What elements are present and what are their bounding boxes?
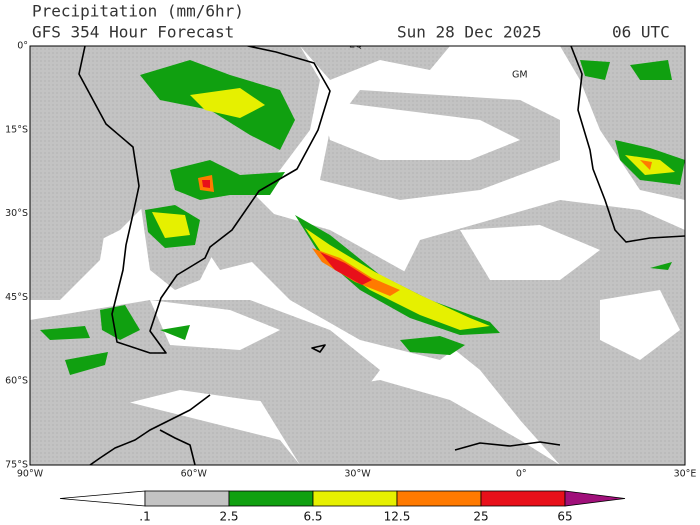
dry-areas	[150, 100, 680, 360]
colorbar-label: 2.5	[219, 510, 238, 524]
lat-label: 30°S	[5, 208, 28, 219]
colorbar-segment	[396, 490, 482, 507]
valid-time: 06 UTC	[612, 23, 670, 42]
lat-label: 45°S	[5, 292, 28, 303]
valid-date: Sun 28 Dec 2025	[397, 23, 542, 42]
colorbar-segment	[228, 490, 314, 507]
title: Precipitation (mm/6hr)	[32, 2, 244, 21]
lon-label: 90°W	[17, 469, 44, 480]
model-run: GFS 354 Hour Forecast	[32, 23, 234, 42]
colorbar-cap	[564, 490, 626, 507]
lon-label: 60°W	[181, 469, 208, 480]
lat-label: 0°	[17, 41, 28, 52]
colorbar-segment	[312, 490, 398, 507]
colorbar-cap	[59, 490, 146, 507]
colorbar-label: .1	[139, 510, 150, 524]
heavy-precip	[152, 88, 675, 330]
colorbar-label: 6.5	[303, 510, 322, 524]
colorbar-label: 25	[473, 510, 488, 524]
lat-label: 60°S	[5, 376, 28, 387]
colorbar: .1 2.5 6.5 12.5 25 65	[59, 490, 626, 524]
colorbar-segment	[144, 490, 230, 507]
equator-label: EQ	[349, 40, 362, 51]
lat-label: 75°S	[5, 460, 28, 471]
map-area: EQ GM	[30, 40, 685, 465]
coastlines	[78, 46, 685, 465]
lon-label: 0°	[516, 469, 527, 480]
colorbar-label: 65	[557, 510, 572, 524]
graticule-labels: 0° 15°S 30°S 45°S 60°S 75°S90°W 60°W 30°W 0° 30°E	[5, 41, 696, 480]
map-frame	[29, 45, 686, 466]
colorbar-label: 12.5	[384, 510, 411, 524]
colorbar-segment	[480, 490, 566, 507]
lon-label: 30°E	[674, 469, 697, 480]
lon-label: 30°W	[344, 469, 371, 480]
lat-label: 15°S	[5, 124, 28, 135]
greenwich-label: GM	[512, 70, 528, 81]
